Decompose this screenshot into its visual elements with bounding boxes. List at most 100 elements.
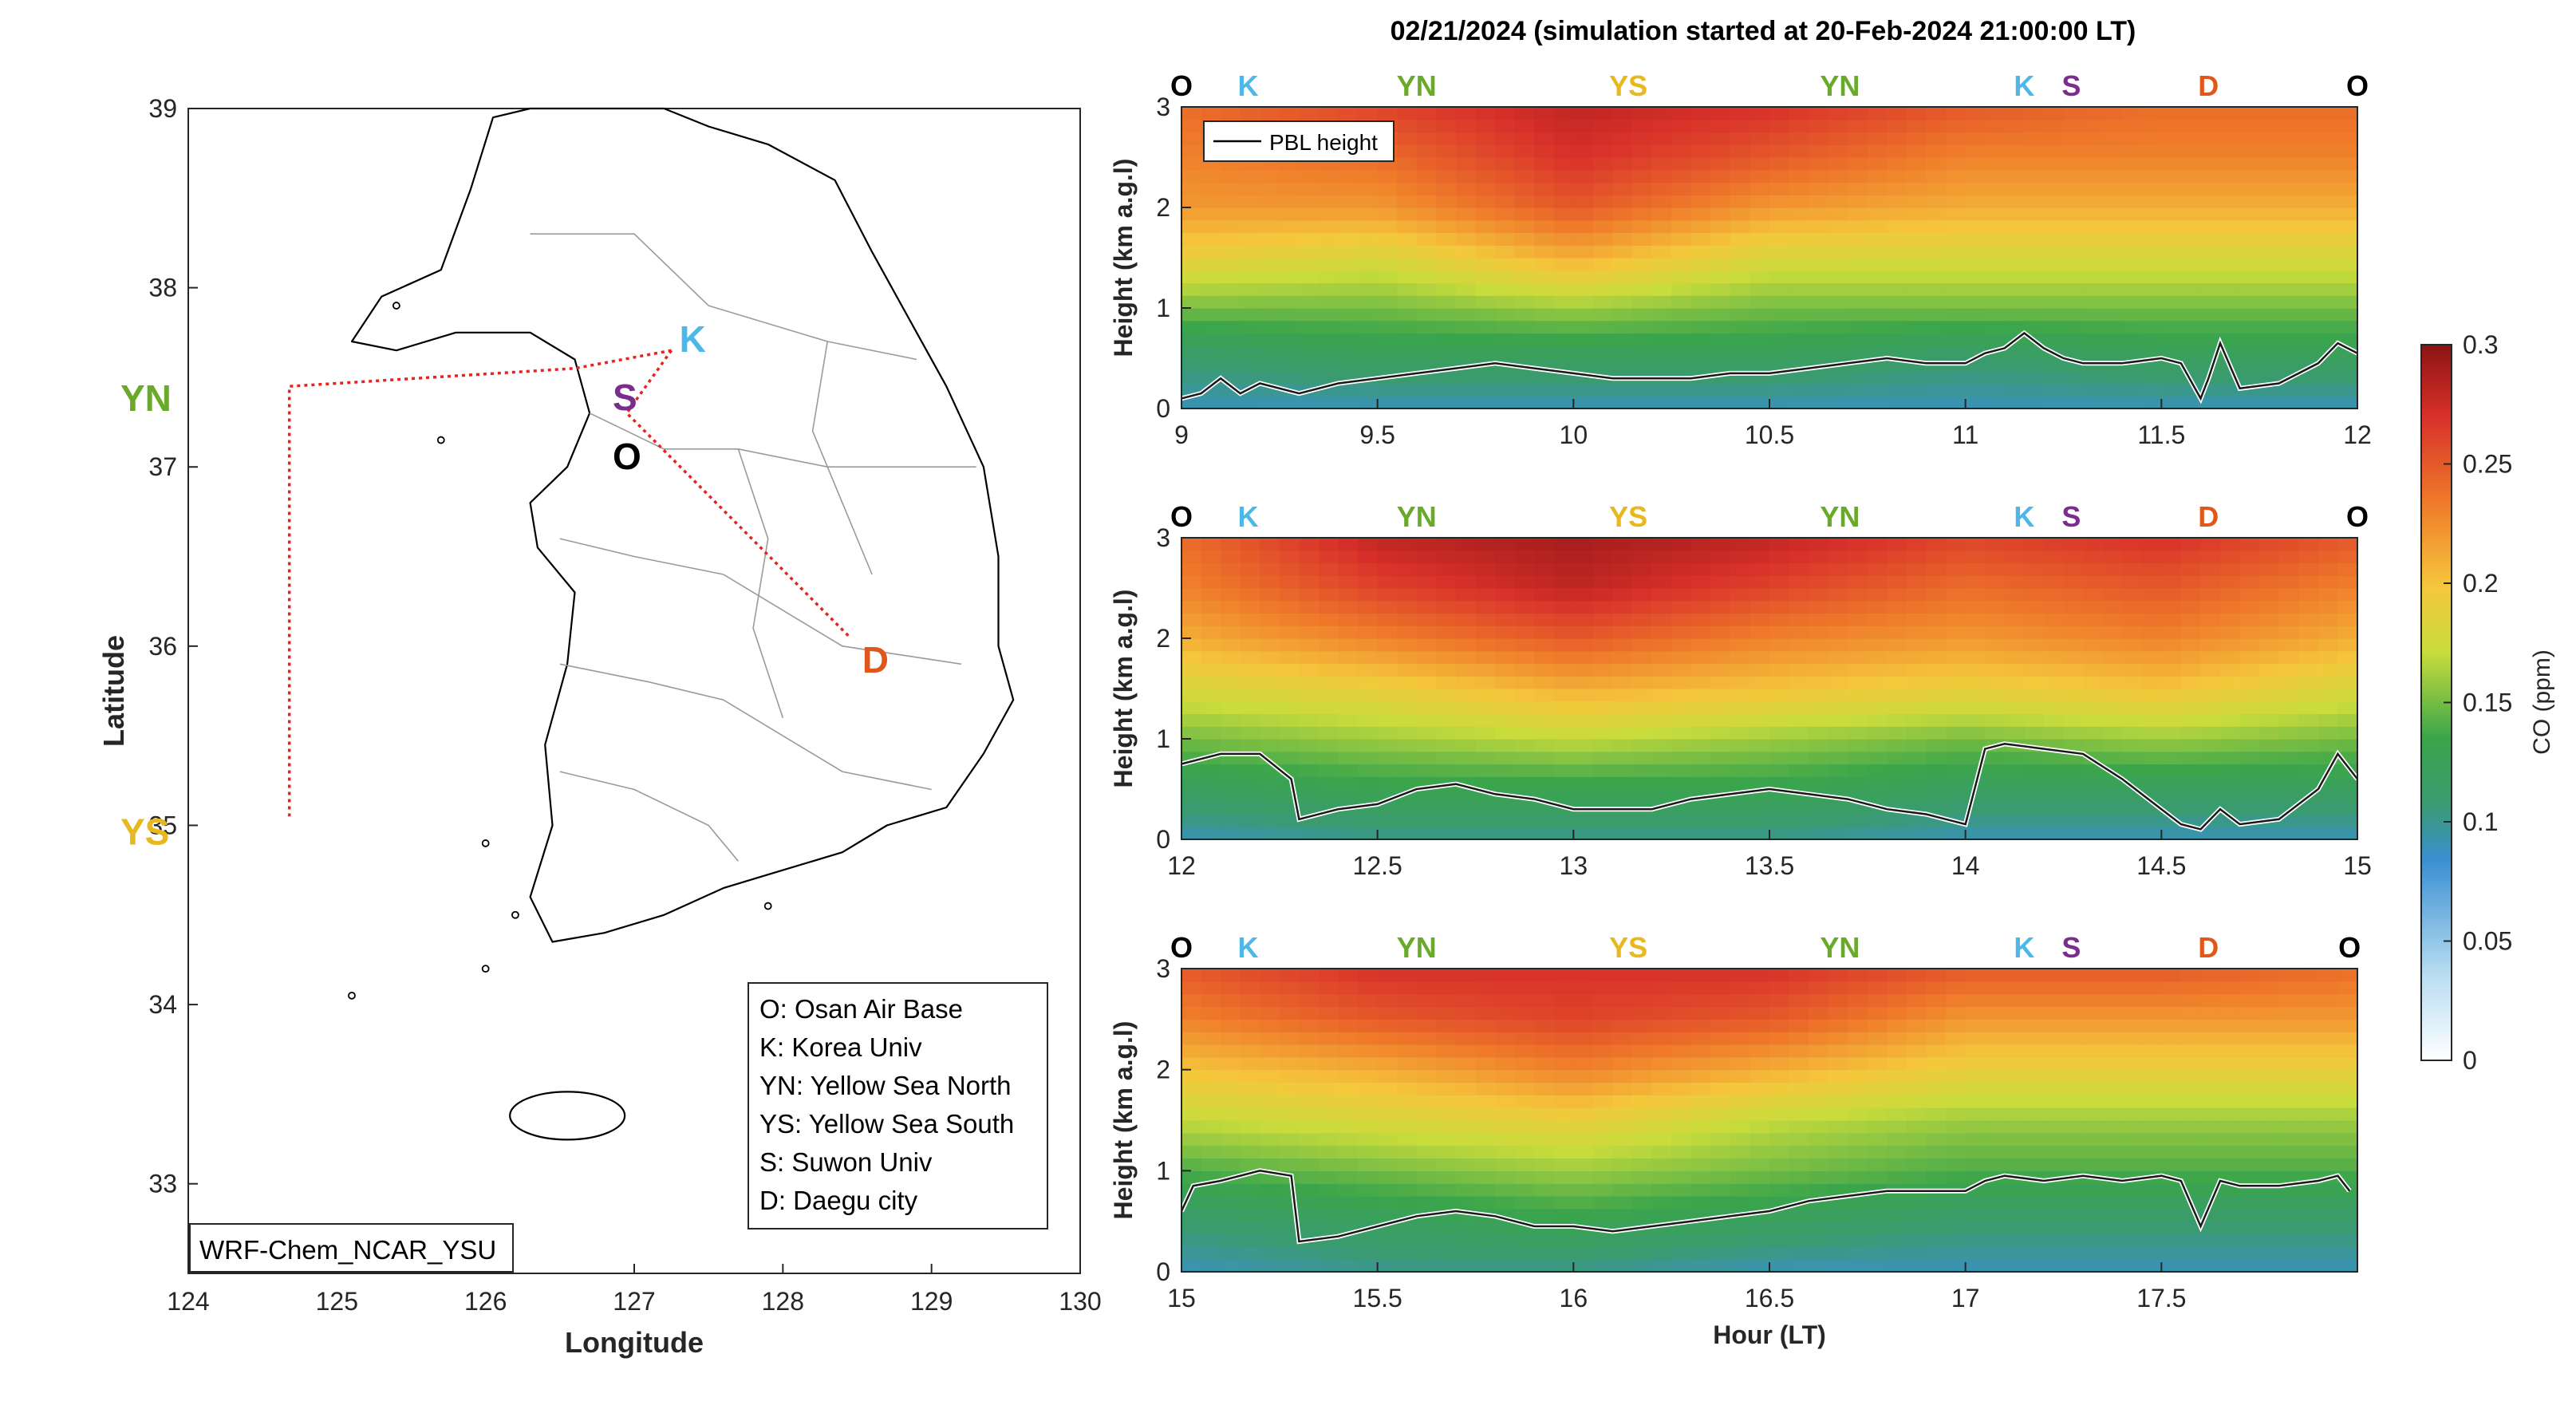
heatmap-cell	[1592, 701, 1614, 715]
heatmap-cell	[1377, 1044, 1398, 1058]
heatmap-cell	[1260, 1246, 1280, 1260]
heatmap-cell	[1338, 1120, 1359, 1134]
heatmap-cell	[1475, 676, 1496, 689]
heatmap-cell	[1397, 1082, 1418, 1095]
heatmap-cell	[1867, 1006, 1888, 1020]
heatmap-cell	[2083, 713, 2104, 727]
heatmap-cell	[1573, 827, 1594, 840]
heatmap-cell	[2063, 1233, 2084, 1247]
heatmap-cell	[2200, 1044, 2221, 1058]
heatmap-cell	[1710, 1233, 1731, 1247]
heatmap-cell	[1848, 207, 1868, 221]
heatmap-cell	[1809, 333, 1829, 346]
heatmap-cell	[1730, 345, 1751, 359]
heatmap-cell	[1867, 396, 1888, 409]
heatmap-cell	[1848, 550, 1868, 564]
heatmap-cell	[2318, 119, 2339, 133]
heatmap-cell	[2102, 1006, 2123, 1020]
heatmap-cell	[1358, 1259, 1379, 1273]
heatmap-cell	[1495, 169, 1516, 184]
heatmap-cell	[2043, 295, 2065, 309]
curtain-y-tick-label: 1	[1156, 1156, 1170, 1185]
heatmap-cell	[2043, 144, 2065, 158]
heatmap-cell	[1475, 1095, 1496, 1108]
heatmap-cell	[1926, 1032, 1947, 1045]
heatmap-cell	[2337, 538, 2358, 551]
heatmap-cell	[1690, 358, 1711, 372]
heatmap-cell	[1377, 1208, 1398, 1222]
heatmap-cell	[1632, 1019, 1653, 1032]
heatmap-cell	[1358, 613, 1379, 626]
heatmap-cell	[2200, 1006, 2221, 1020]
heatmap-cell	[2102, 270, 2123, 284]
heatmap-cell	[2318, 663, 2339, 677]
heatmap-cell	[1455, 1082, 1477, 1095]
heatmap-cell	[1985, 182, 2006, 195]
heatmap-cell	[1710, 270, 1731, 284]
heatmap-cell	[1534, 144, 1555, 158]
jeju-island	[509, 1091, 626, 1141]
heatmap-cell	[1338, 726, 1359, 740]
heatmap-cell	[1455, 1158, 1477, 1171]
heatmap-cell	[1181, 827, 1202, 840]
heatmap-cell	[2298, 1259, 2319, 1273]
heatmap-cell	[2200, 562, 2221, 576]
heatmap-cell	[1397, 1056, 1418, 1071]
heatmap-cell	[1867, 713, 1888, 727]
heatmap-cell	[1985, 550, 2006, 564]
heatmap-cell	[2318, 333, 2339, 346]
heatmap-cell	[2200, 713, 2221, 727]
heatmap-cell	[1789, 814, 1809, 827]
heatmap-cell	[2122, 1032, 2143, 1045]
heatmap-cell	[2220, 600, 2241, 614]
heatmap-cell	[1789, 169, 1809, 184]
heatmap-cell	[1436, 107, 1457, 120]
heatmap-cell	[1848, 219, 1868, 234]
heatmap-cell	[1809, 751, 1829, 765]
heatmap-cell	[1769, 600, 1790, 614]
heatmap-cell	[2063, 169, 2084, 184]
heatmap-cell	[1612, 626, 1633, 639]
heatmap-cell	[1809, 801, 1829, 815]
heatmap-cell	[1750, 600, 1770, 614]
heatmap-cell	[1358, 295, 1379, 309]
heatmap-cell	[1358, 1132, 1379, 1147]
heatmap-cell	[1553, 1032, 1574, 1045]
heatmap-cell	[2259, 739, 2280, 752]
heatmap-cell	[1573, 1132, 1594, 1147]
heatmap-cell	[1946, 981, 1967, 995]
heatmap-cell	[1730, 993, 1751, 1008]
heatmap-cell	[2259, 107, 2280, 120]
heatmap-cell	[1848, 726, 1868, 740]
heatmap-cell	[1867, 650, 1888, 665]
heatmap-cell	[1592, 739, 1614, 752]
heatmap-cell	[1534, 1056, 1555, 1071]
heatmap-cell	[1750, 701, 1770, 715]
heatmap-cell	[1592, 219, 1614, 234]
heatmap-cell	[1828, 650, 1848, 665]
heatmap-cell	[1651, 219, 1672, 234]
heatmap-cell	[1514, 613, 1535, 626]
heatmap-cell	[1946, 1145, 1967, 1159]
heatmap-cell	[1632, 232, 1653, 246]
heatmap-cell	[2278, 713, 2299, 727]
heatmap-cell	[1358, 588, 1379, 602]
heatmap-cell	[1710, 320, 1731, 334]
heatmap-cell	[1769, 195, 1790, 208]
heatmap-cell	[1730, 663, 1751, 677]
heatmap-cell	[1789, 1056, 1809, 1071]
heatmap-cell	[1867, 814, 1888, 827]
heatmap-cell	[1221, 245, 1241, 259]
heatmap-cell	[1377, 1145, 1398, 1159]
heatmap-cell	[1906, 345, 1927, 359]
heatmap-cell	[1690, 726, 1711, 740]
heatmap-cell	[1592, 638, 1614, 652]
heatmap-cell	[1592, 295, 1614, 309]
heatmap-cell	[2278, 638, 2299, 652]
heatmap-cell	[1690, 1158, 1711, 1171]
curtain-site-label-o: O	[2346, 500, 2369, 533]
heatmap-cell	[1592, 663, 1614, 677]
heatmap-cell	[1338, 245, 1359, 259]
heatmap-cell	[2004, 383, 2025, 397]
